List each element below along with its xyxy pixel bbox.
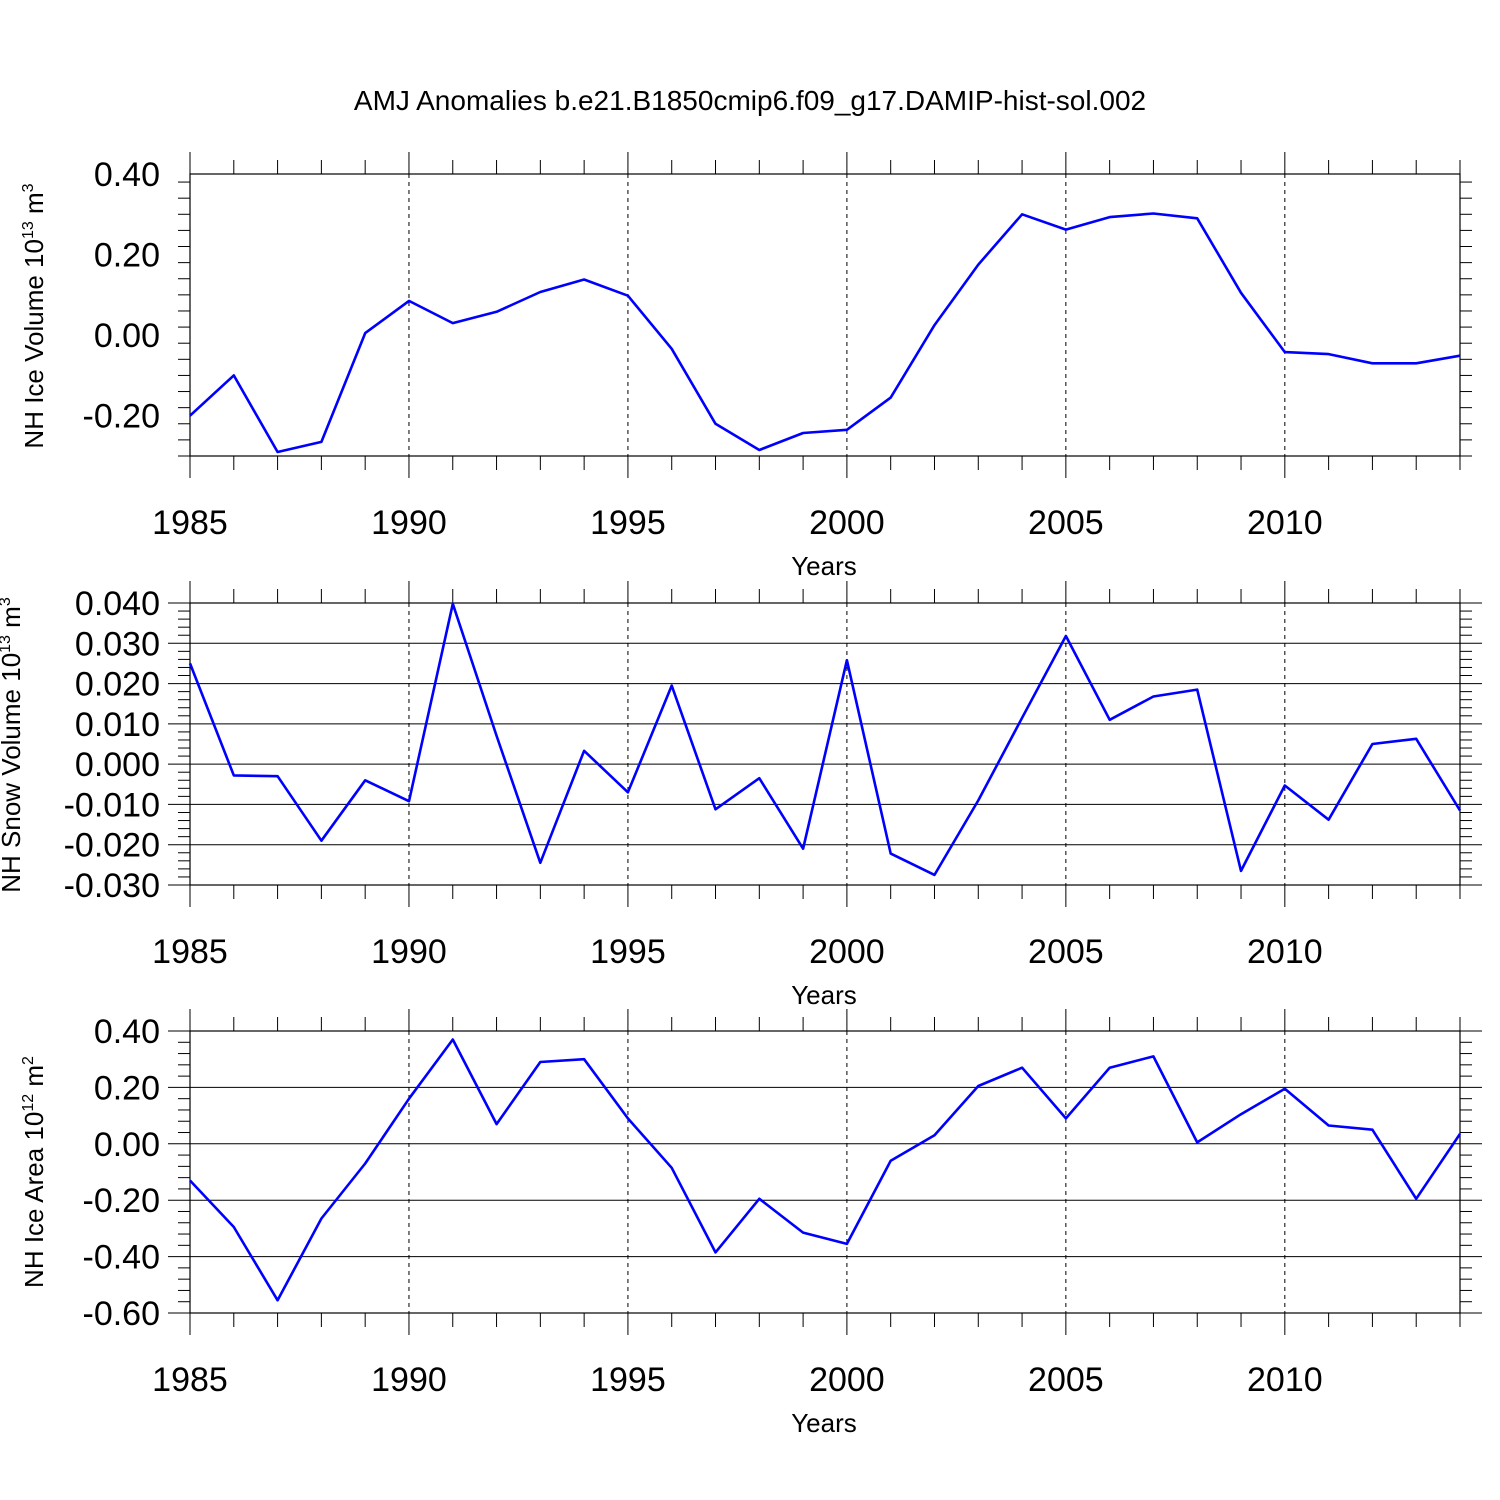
x-tick-label: 2000 (809, 933, 885, 971)
y-tick-label: 0.20 (94, 1069, 160, 1107)
x-tick-label: 2005 (1028, 504, 1104, 542)
x-tick-label: 2005 (1028, 1361, 1104, 1399)
x-tick-label: 1995 (590, 933, 666, 971)
x-tick-label: 2000 (809, 504, 885, 542)
series-line (188, 602, 1462, 877)
y-tick-label: 0.010 (75, 706, 160, 744)
y-axis-label: NH Snow Volume 1013 m3 (0, 597, 26, 893)
y-axis-label: NH Ice Volume 1013 m3 (19, 183, 49, 448)
y-tick-label: -0.20 (83, 1182, 161, 1220)
series-line (189, 212, 1461, 454)
panel-ice-area: Years NH Ice Area 1012 m2 -0.60 -0.40 -0.2… (19, 1009, 1482, 1438)
plot-frame (189, 1030, 1461, 1314)
y-tick-label: -0.030 (64, 867, 160, 905)
x-tick-label: 2005 (1028, 933, 1104, 971)
y-tick-label: 0.40 (94, 1013, 160, 1051)
y-tick-label: 0.000 (75, 746, 160, 784)
y-tick-label: 0.20 (94, 237, 160, 275)
y-tick-label: 0.00 (94, 317, 160, 355)
y-tick-label: -0.40 (83, 1239, 161, 1277)
x-tick-label: 1985 (152, 504, 228, 542)
figure-title: AMJ Anomalies b.e21.B1850cmip6.f09_g17.D… (354, 85, 1146, 116)
x-tick-label: 1985 (152, 933, 228, 971)
plot-frame (189, 602, 1461, 886)
panel-ice-volume: Years NH Ice Volume 1013 m3 -0.20 0.00 0.2… (19, 152, 1472, 581)
y-tick-label: 0.040 (75, 585, 160, 623)
x-tick-label: 2010 (1247, 933, 1323, 971)
y-tick-label: -0.020 (64, 827, 160, 865)
x-tick-label: 1990 (371, 504, 447, 542)
y-tick-label: 0.40 (94, 156, 160, 194)
y-axis-label: NH Ice Area 1012 m2 (19, 1056, 49, 1288)
x-tick-label: 1990 (371, 933, 447, 971)
y-tick-label: -0.60 (83, 1295, 161, 1333)
x-tick-label: 1995 (590, 504, 666, 542)
x-tick-label: 2010 (1247, 504, 1323, 542)
y-tick-label: 0.00 (94, 1126, 160, 1164)
plot-frame (189, 173, 1461, 457)
y-tick-label: 0.020 (75, 666, 160, 704)
x-tick-label: 2010 (1247, 1361, 1323, 1399)
y-tick-label: -0.010 (64, 786, 160, 824)
x-tick-label: 1985 (152, 1361, 228, 1399)
x-tick-label: 1990 (371, 1361, 447, 1399)
x-tick-label: 2000 (809, 1361, 885, 1399)
y-tick-label: -0.20 (83, 398, 161, 436)
series-line (189, 1038, 1462, 1302)
panel-snow-volume: Years NH Snow Volume 1013 m3 -0.030-0.02… (0, 581, 1482, 1010)
x-axis-label: Years (791, 551, 857, 581)
x-axis-label: Years (791, 1408, 857, 1438)
x-tick-label: 1995 (590, 1361, 666, 1399)
x-axis-label: Years (791, 980, 857, 1010)
y-tick-label: 0.030 (75, 625, 160, 663)
